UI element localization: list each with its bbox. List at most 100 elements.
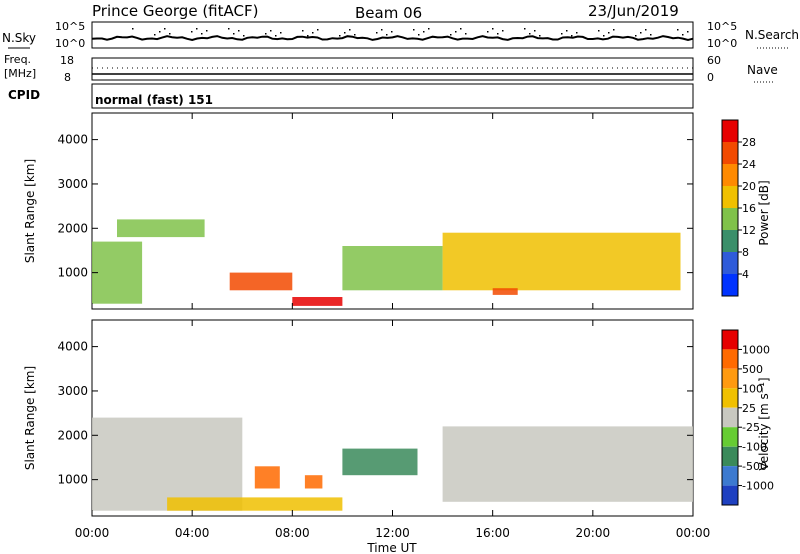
velocity-colorbar-swatch [722,427,738,447]
velocity-colorbar-tick-label: -1000 [742,480,774,493]
noise-search-dot [418,34,420,36]
noise-search-dot [391,31,393,33]
power-colorbar-tick-label: 24 [742,158,756,171]
noise-search-dot [650,34,652,36]
velocity-colorbar-frame [721,329,739,506]
power-echo-region [229,272,293,291]
noise-search-dot [312,32,314,34]
x-tick-label: 00:00 [75,526,110,540]
power-echo-region [342,246,443,291]
noise-search-dot [349,29,351,31]
noise-search-dot [233,33,235,35]
velocity-colorbar-swatch [722,349,738,369]
y-tick-label: 2000 [57,428,88,442]
noise-search-dot [534,30,536,32]
velocity-colorbar-tick-label: -100 [742,441,767,454]
velocity-echo-region [304,475,323,489]
velocity-colorbar-tick-label: 100 [742,382,763,395]
noise-search-dot [524,28,526,30]
power-colorbar-swatch [722,252,738,274]
velocity-yaxis: 4000 3000 2000 1000 [57,340,693,487]
x-tick-label: 08:00 [275,526,310,540]
power-colorbar-tick-label: 4 [742,268,749,281]
freq-label-line1: Freq. [4,53,31,66]
noise-search-dot [487,31,489,33]
noise-search-dot [206,30,208,32]
power-features [92,219,681,306]
noise-search-dot [243,35,245,37]
noise-search-dot [571,35,573,37]
noise-panel-frame [91,21,694,49]
noise-search-dot [228,28,230,30]
noise-search-dot [613,29,615,31]
cpid-mode: normal (fast) 151 [95,93,213,107]
noise-search-dot [561,33,563,35]
noise-search-dot [645,29,647,31]
velocity-colorbar-swatch [722,407,738,428]
noise-search-dot [307,35,309,37]
power-colorbar: 28 24 20 16 12 8 4 [721,119,756,297]
velocity-colorbar-swatch [722,466,738,486]
cpid-label: CPID [8,88,40,102]
nave-tick-bottom: 0 [707,71,714,84]
noise-search-dot [529,33,531,35]
velocity-colorbar-swatch [722,446,738,467]
noise-search-dot [339,35,341,37]
velocity-colorbar-swatch [722,368,738,389]
noise-search-dot [687,31,689,33]
velocity-features [92,417,693,511]
noise-trace [91,28,694,42]
x-tick-label: 12:00 [375,526,410,540]
power-ylabel: Slant Range [km] [23,159,37,263]
noise-sky-line [91,35,694,42]
y-tick-label: 1000 [57,266,88,280]
noise-search-dot [196,28,198,30]
noise-search-dot [539,35,541,37]
velocity-echo-region [92,417,243,511]
cpid-panel-frame [91,83,694,109]
noise-search-dot [460,28,462,30]
noise-search-dot [191,31,193,33]
noise-search-dot [677,29,679,31]
velocity-colorbar-tick-label: 500 [742,363,763,376]
date-title: 23/Jun/2019 [588,2,679,20]
velocity-echo-region [254,466,280,489]
power-colorbar-tick-label: 28 [742,136,756,149]
noise-search-dot [423,31,425,33]
noise-search-dot [317,29,319,31]
power-colorbar-swatch [722,164,738,186]
station-title: Prince George (fitACF) [92,2,258,20]
x-tick-label: 00:00 [676,526,711,540]
noise-search-dot [280,32,282,34]
y-tick-label: 1000 [57,473,88,487]
power-echo-region [92,241,143,304]
freq-panel-frame [91,57,694,81]
noise-search-dot [164,28,166,30]
noise-search-dot [354,34,356,36]
velocity-colorbar-swatch [722,330,738,350]
noise-search-dot [376,32,378,34]
noise-left-tick-bottom: 10^0 [55,37,85,50]
velocity-colorbar-tick-label: 1000 [742,343,770,356]
noise-search-dot [386,34,388,36]
x-tick-label: 04:00 [175,526,210,540]
velocity-echo-region [442,426,693,502]
noise-right-tick-top: 10^5 [707,20,737,33]
power-echo-region [292,297,343,306]
noise-search-dot [132,28,134,30]
noise-left-label: N.Sky [2,31,36,45]
nave-label: Nave [747,63,778,77]
noise-search-dot [413,29,415,31]
freq-tick-top: 18 [60,54,74,67]
noise-search-dot [275,35,277,37]
power-colorbar-swatch [722,208,738,230]
noise-search-dot [566,30,568,32]
velocity-colorbar: 1000 500 100 25 -25 -100 -500 -1000 [721,329,774,506]
power-echo-region [492,288,518,295]
velocity-colorbar-tick-label: -25 [742,421,760,434]
noise-search-dot [598,30,600,32]
noise-search-dot [465,33,467,35]
y-tick-label: 4000 [57,340,88,354]
noise-search-dot [497,33,499,35]
